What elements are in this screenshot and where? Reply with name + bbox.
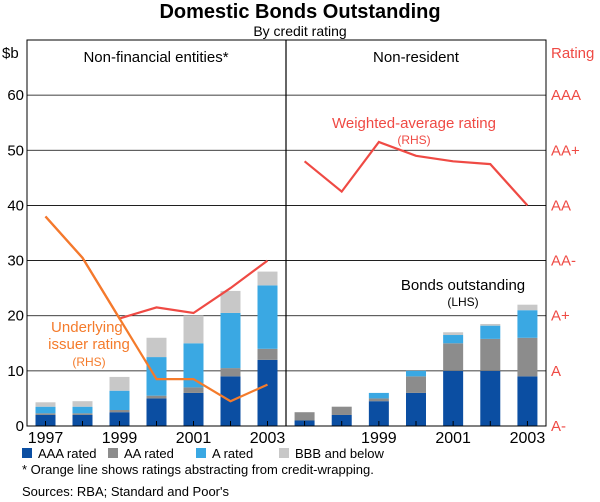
bar-segment (183, 343, 204, 388)
bar-segment (480, 323, 501, 326)
legend-swatch (108, 448, 118, 458)
bar-segment (406, 376, 426, 393)
bar-segment (368, 398, 389, 402)
bar-segment (406, 392, 426, 426)
bar-segment (183, 392, 204, 426)
rating-tick-label: AA (551, 197, 571, 214)
rating-tick-label: A+ (551, 308, 570, 325)
bar-segment (331, 414, 352, 426)
legend: AAA rated AA rated A rated BBB and below (22, 446, 385, 461)
bonds-outstanding-label: Bonds outstanding (401, 277, 525, 294)
legend-swatch (279, 448, 289, 458)
y-tick-label: 40 (7, 197, 24, 214)
bar-segment (220, 368, 241, 377)
right-axis-unit: Rating (551, 45, 594, 62)
x-tick-label: 1999 (361, 430, 397, 447)
rating-tick-label: AAA (551, 87, 581, 104)
bar-segment (220, 312, 241, 369)
x-tick-label: 2003 (250, 430, 286, 447)
bar-segment (72, 414, 93, 426)
bar-segment (257, 285, 278, 349)
bar-segment (35, 406, 56, 414)
bar-segment (443, 332, 464, 336)
bar-segment (517, 337, 538, 377)
x-tick-label: 1999 (102, 430, 138, 447)
bar-segment (146, 357, 167, 396)
y-tick-label: 60 (7, 87, 24, 104)
weighted-rating-label: Weighted-average rating (332, 115, 496, 132)
x-tick-label: 2003 (510, 430, 546, 447)
bar-segment (257, 271, 278, 286)
bar-segment (35, 402, 56, 407)
legend-swatch (196, 448, 206, 458)
y-tick-label: 0 (16, 418, 24, 435)
bar-segment (368, 392, 389, 399)
bar-segment (183, 387, 204, 393)
x-tick-label: 2001 (176, 430, 212, 447)
legend-label: A rated (212, 446, 253, 461)
bars (35, 271, 538, 426)
lines (44, 140, 529, 403)
y-tick-label: 20 (7, 308, 24, 325)
sources: Sources: RBA; Standard and Poor's (22, 484, 229, 499)
weighted-rating-line (303, 140, 529, 207)
bar-segment (406, 370, 426, 377)
bar-segment (331, 406, 352, 415)
bar-segment (146, 395, 167, 399)
issuer-rating-label: Underlying issuer rating (48, 319, 130, 353)
bar-segment (109, 376, 130, 391)
bar-segment (443, 343, 464, 371)
panel-title-right: Non-resident (373, 49, 460, 66)
bar-segment (72, 401, 93, 407)
panel-title-left: Non-financial entities* (83, 49, 228, 66)
legend-label: AAA rated (38, 446, 97, 461)
footnote: * Orange line shows ratings abstracting … (22, 462, 374, 477)
bar-segment (517, 310, 538, 338)
rating-tick-label: AA+ (551, 142, 580, 159)
legend-label: AA rated (124, 446, 174, 461)
bar-segment (517, 304, 538, 311)
y-tick-label: 30 (7, 253, 24, 270)
bar-segment (257, 348, 278, 360)
bonds-outstanding-sublabel: (LHS) (447, 295, 478, 309)
bar-segment (109, 412, 130, 426)
chart-subtitle: By credit rating (253, 23, 346, 39)
left-axis-unit: $b (2, 45, 19, 62)
bar-segment (146, 398, 167, 426)
x-tick-label: 1997 (28, 430, 64, 447)
bar-segment (443, 370, 464, 426)
bar-segment (517, 376, 538, 426)
bar-segment (220, 290, 241, 313)
bar-segment (109, 390, 130, 411)
bar-segment (294, 412, 315, 421)
bar-segment (183, 315, 204, 344)
bar-segment (480, 370, 501, 426)
bar-segment (146, 337, 167, 358)
weighted-rating-sublabel: (RHS) (397, 133, 430, 147)
bar-segment (257, 359, 278, 426)
legend-swatch (22, 448, 32, 458)
rating-tick-label: A- (551, 418, 566, 435)
bar-segment (35, 413, 56, 415)
rating-tick-label: A (551, 363, 561, 380)
bar-segment (72, 413, 93, 415)
bar-segment (443, 335, 464, 344)
y-tick-label: 10 (7, 363, 24, 380)
bar-segment (480, 338, 501, 371)
issuer-rating-line (44, 215, 268, 403)
y-tick-label: 50 (7, 142, 24, 159)
bar-segment (109, 410, 130, 413)
issuer-rating-sublabel: (RHS) (72, 355, 105, 369)
bar-segment (368, 401, 389, 426)
bar-segment (72, 406, 93, 414)
rating-tick-label: AA- (551, 253, 576, 270)
bar-segment (480, 325, 501, 339)
bar-segment (35, 414, 56, 426)
legend-label: BBB and below (295, 446, 385, 461)
chart-title: Domestic Bonds Outstanding (159, 1, 440, 23)
x-tick-label: 2001 (435, 430, 471, 447)
